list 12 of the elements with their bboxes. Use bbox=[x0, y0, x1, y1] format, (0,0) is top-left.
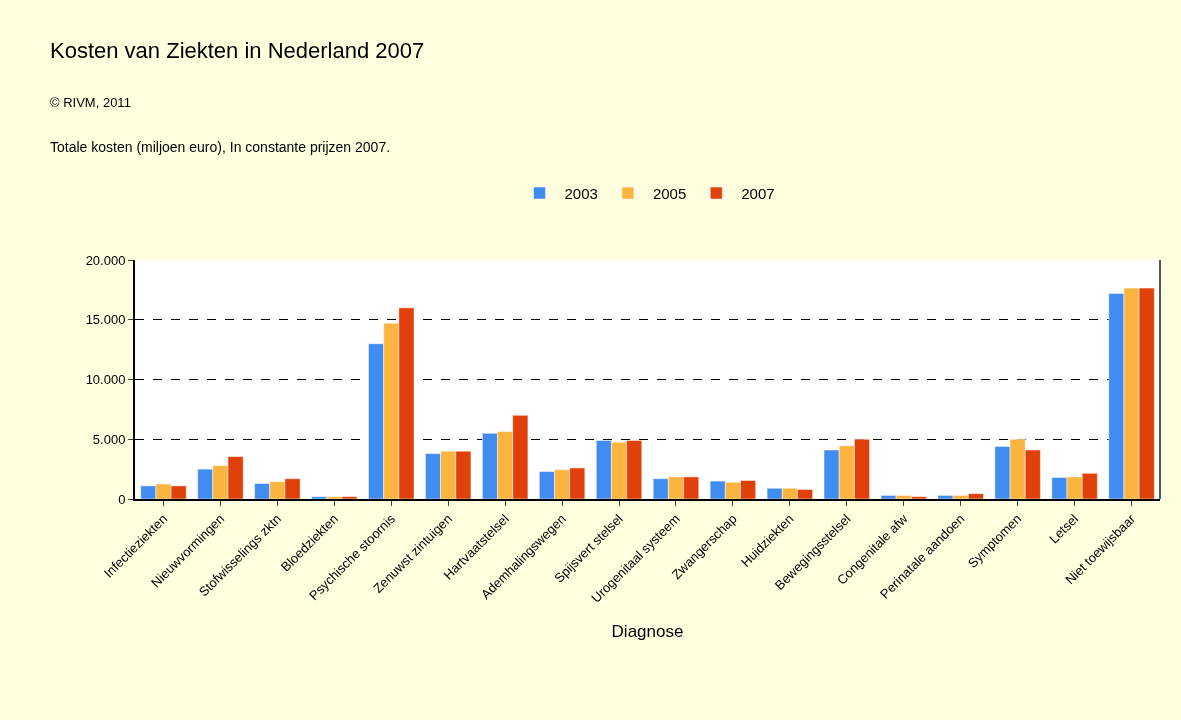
chart-title: Kosten van Ziekten in Nederland 2007 bbox=[50, 38, 425, 63]
legend-label: 2005 bbox=[652, 184, 687, 202]
y-tick-label: 5.000 bbox=[92, 431, 126, 447]
y-tick-label: 15.000 bbox=[85, 312, 126, 328]
x-axis-title: Diagnose bbox=[611, 621, 684, 641]
legend-label: 2003 bbox=[564, 184, 598, 202]
y-tick-label: 10.000 bbox=[85, 372, 126, 388]
legend-label: 2007 bbox=[741, 184, 775, 202]
chart-subtitle: © RIVM, 2011 bbox=[50, 95, 131, 110]
text: Totale kosten (miljoen euro), In constante prijzen 2007. bbox=[50, 139, 391, 155]
y-tick-label: 20.000 bbox=[85, 252, 126, 268]
y-tick-label: 0 bbox=[118, 491, 126, 507]
